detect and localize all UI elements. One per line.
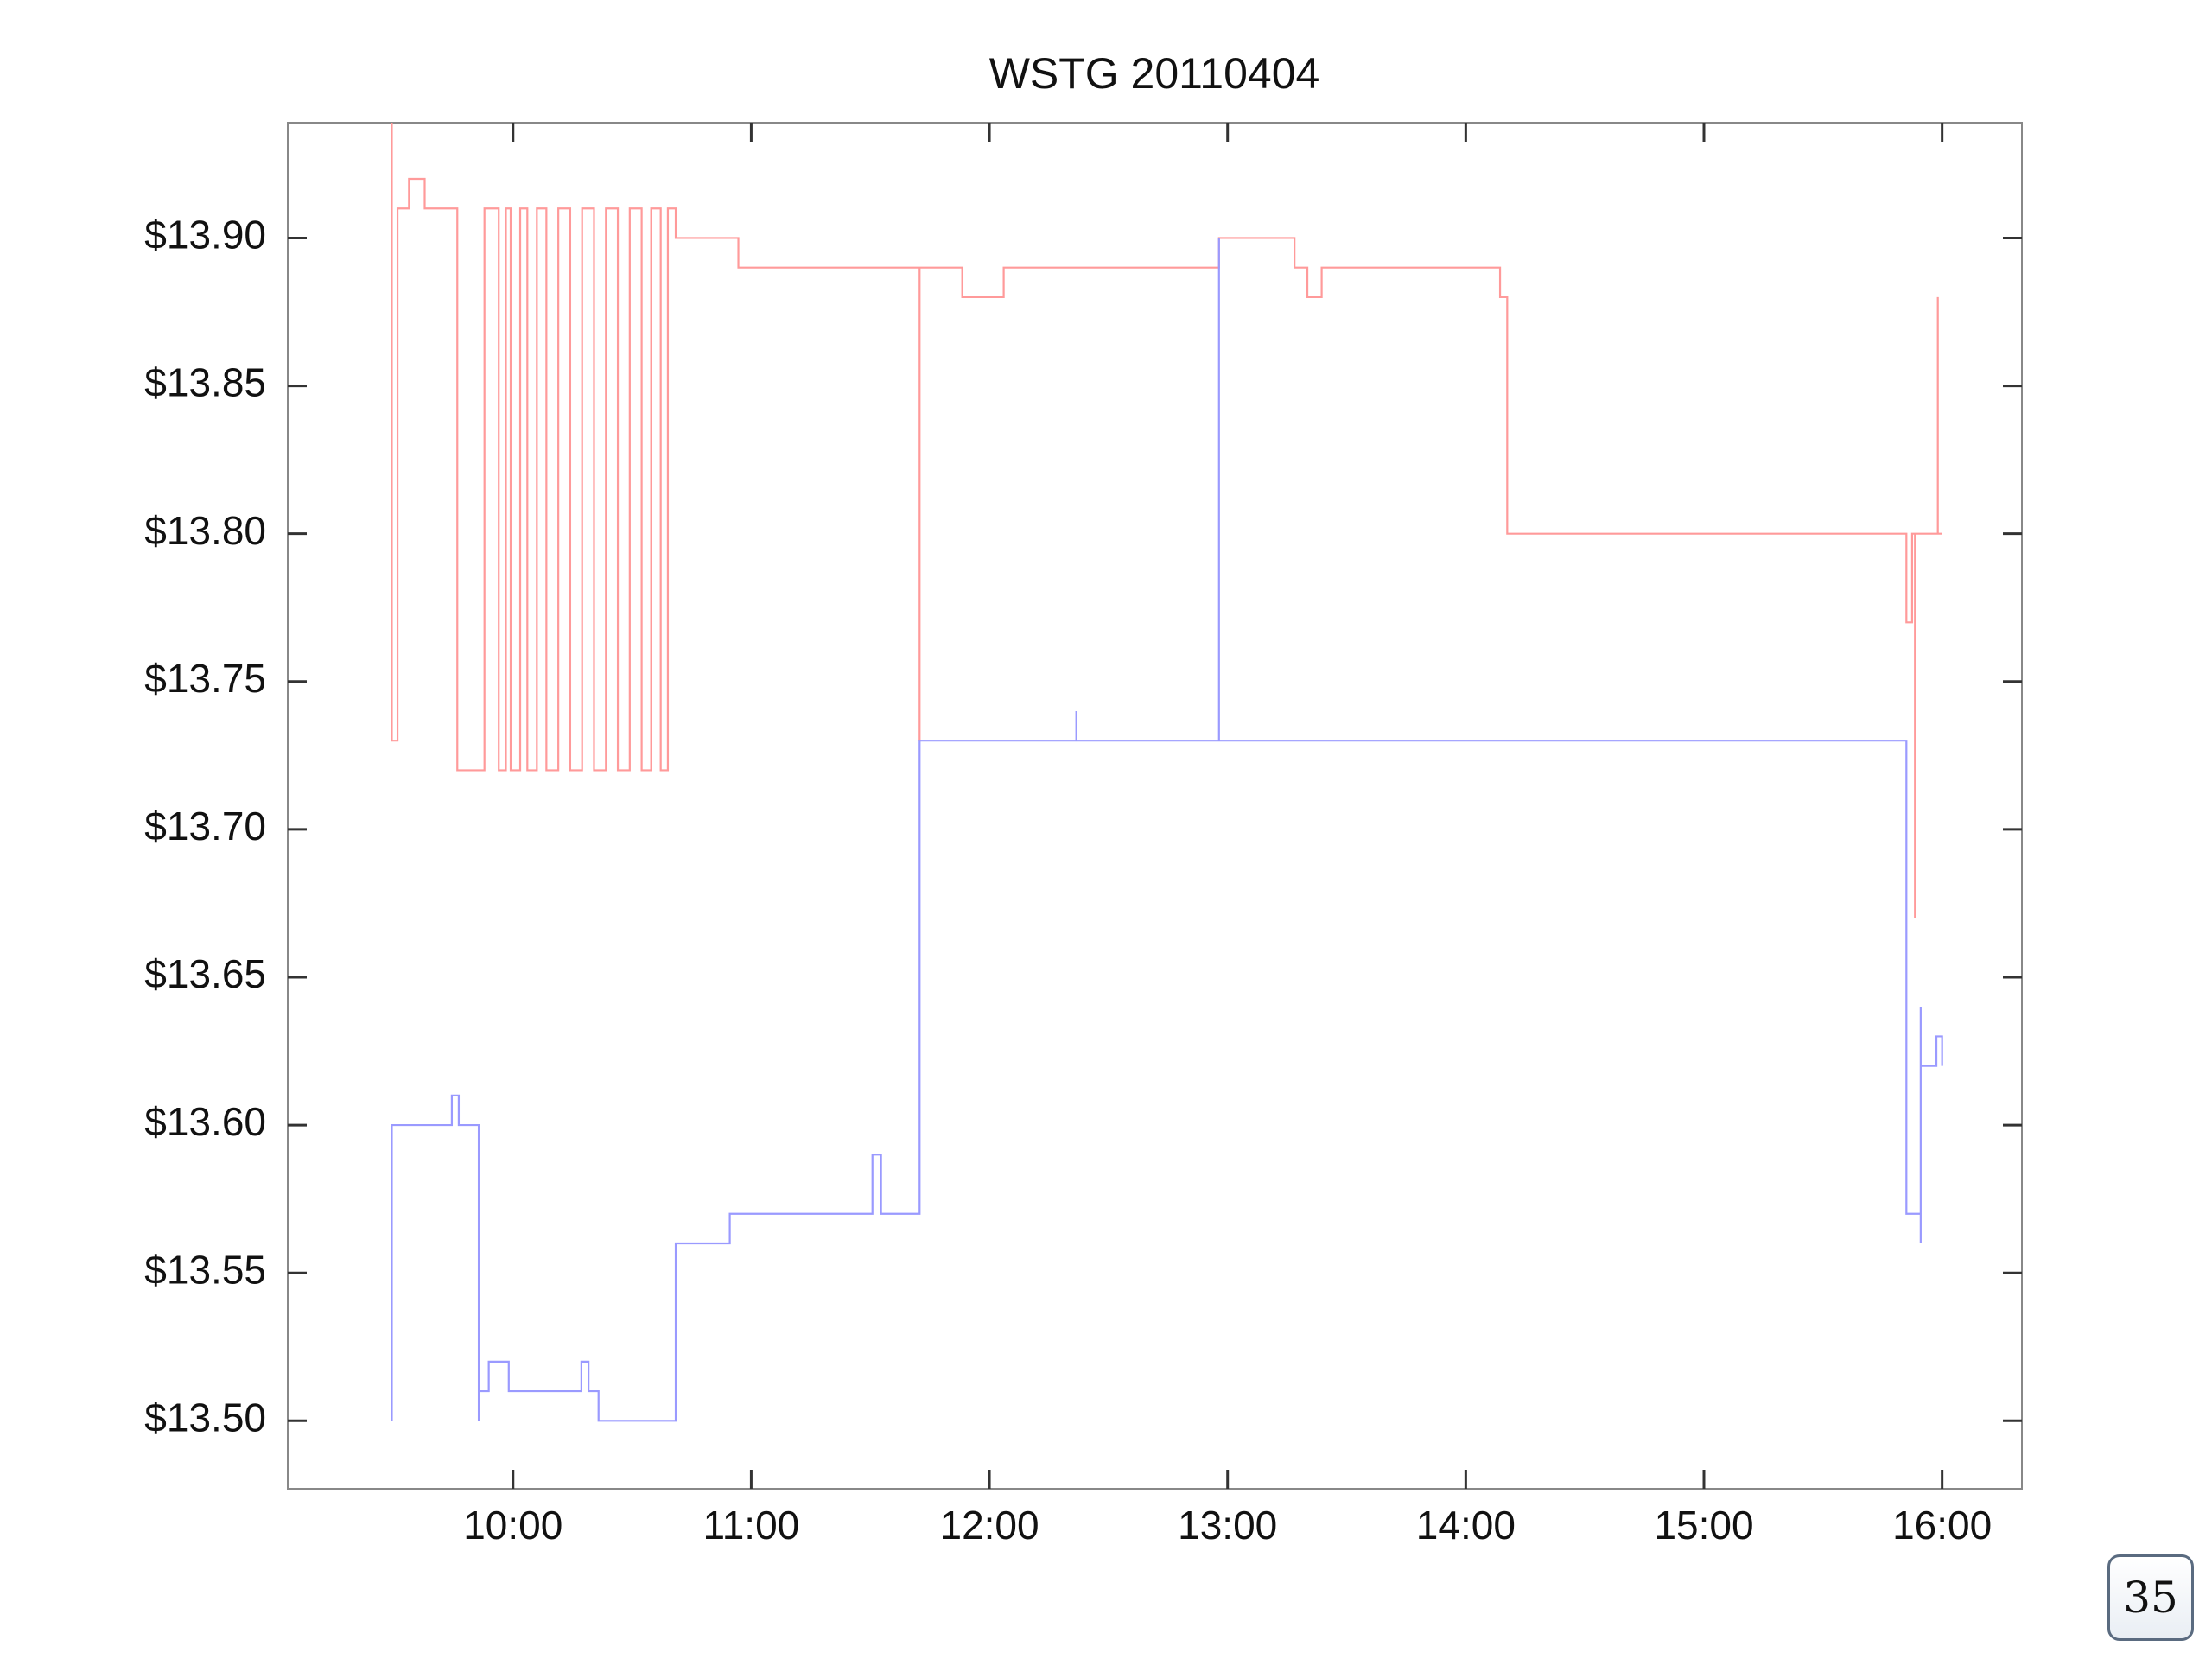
chart-title: WSTG 20110404 [989, 49, 1320, 98]
y-tick-label: $13.90 [144, 213, 266, 257]
y-tick-label: $13.75 [144, 656, 266, 701]
plot-frame [287, 122, 2023, 1490]
x-tick-label: 11:00 [703, 1503, 800, 1548]
y-tick-label: $13.55 [144, 1247, 266, 1292]
price-line [391, 238, 1943, 1422]
y-tick-label: $13.65 [144, 951, 266, 996]
x-tick-label: 15:00 [1654, 1503, 1753, 1548]
y-tick-label: $13.50 [144, 1395, 266, 1440]
y-tick-label: $13.80 [144, 508, 266, 553]
y-tick-label: $13.70 [144, 804, 266, 849]
x-tick-label: 12:00 [939, 1503, 1039, 1548]
x-tick-label: 16:00 [1892, 1503, 1992, 1548]
page-number: 35 [2107, 1554, 2194, 1641]
x-tick-label: 10:00 [463, 1503, 563, 1548]
y-tick-label: $13.85 [144, 360, 266, 405]
price-line [391, 123, 1942, 918]
y-tick-label: $13.60 [144, 1099, 266, 1144]
x-tick-label: 13:00 [1178, 1503, 1277, 1548]
x-tick-label: 14:00 [1416, 1503, 1516, 1548]
